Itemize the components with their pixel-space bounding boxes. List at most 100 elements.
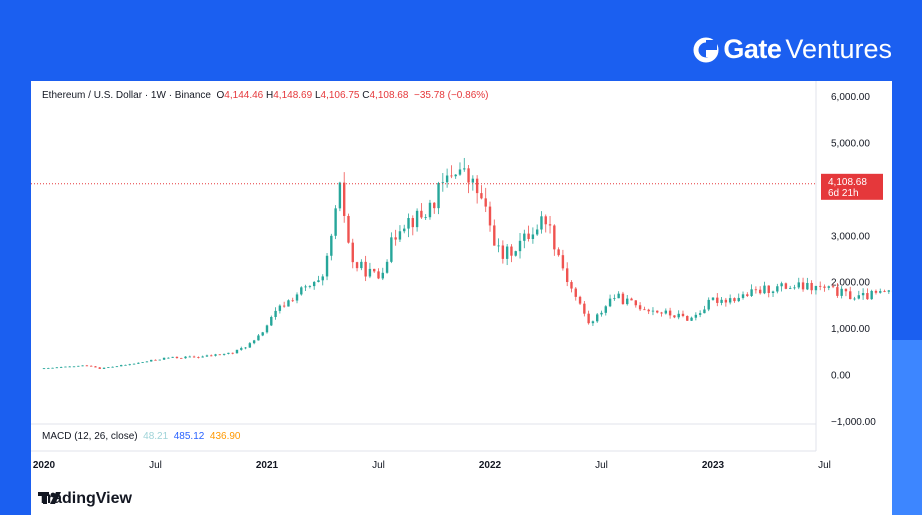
candle-body [501,245,505,259]
candle-body [681,313,685,316]
candle-body [716,297,719,303]
macd-value-3: 436.90 [209,431,241,442]
candle-body [420,210,423,218]
candle-body [583,303,586,314]
candle-body [771,291,775,293]
candle-body [544,216,547,225]
high-label: H [266,90,274,101]
candle-body [428,202,432,218]
candle-body [514,251,517,256]
candle-body [677,313,680,318]
candle-body [703,309,706,314]
candle-body [197,357,200,358]
candle-body [210,355,213,357]
candle-body [85,365,89,367]
candle-body [600,312,603,315]
candle-body [827,286,830,288]
candle-body [115,366,119,368]
candle-body [647,309,650,312]
candle-body [141,362,144,364]
candle-body [531,234,535,239]
candle-body [214,354,217,356]
candle-body [304,286,307,288]
candle-body [707,299,710,310]
candle-body [608,298,612,307]
candle-body [282,305,286,307]
x-tick-label: Jul [149,460,162,471]
candle-body [857,295,861,299]
candle-body [660,312,663,314]
candle-body [613,298,616,300]
candle-body [98,367,101,369]
candle-body [626,298,629,305]
candle-body [450,175,453,177]
chart-panel[interactable]: 6,000.005,000.004,000.003,000.002,000.00… [31,81,892,515]
candle-body [415,210,419,228]
candle-body [518,240,522,252]
price-chart[interactable]: 6,000.005,000.004,000.003,000.002,000.00… [31,81,892,515]
candle-body [360,261,363,269]
candle-body [711,297,715,300]
candle-body [111,366,114,368]
candle-body [831,286,835,288]
candle-body [124,364,127,366]
open-value: 4,144.46 [224,90,264,101]
candle-body [836,287,839,296]
candle-body [844,288,848,292]
candle-body [467,168,470,183]
candle-body [192,356,196,358]
candle-body [373,268,376,272]
macd-value-1: 48.21 [143,431,169,442]
candle-body [188,356,192,358]
candle-body [488,206,492,226]
candle-body [59,367,63,368]
close-label: C [362,90,370,101]
brand-name-bold: Gate [723,34,782,64]
gate-logo-icon [693,37,719,62]
candle-body [484,198,487,207]
candle-body [300,287,303,295]
candle-body [94,366,97,368]
candle-body [227,352,230,354]
candle-body [102,367,106,369]
candle-body [557,249,560,256]
candle-body [218,354,222,356]
candle-body [68,366,71,368]
candle-body [475,178,479,194]
candle-body [840,288,843,296]
candle-body [72,366,76,368]
candle-body [338,182,342,209]
candle-body [505,246,509,259]
x-tick-label: Jul [595,460,608,471]
candle-body [257,335,260,341]
candle-body [750,289,753,296]
candle-body [137,362,140,364]
candle-body [334,208,337,236]
candle-body [634,300,638,306]
close-value: 4,108.68 [369,90,409,101]
x-tick-label: 2022 [479,460,502,471]
candle-body [454,174,457,177]
macd-label: MACD (12, 26, close) [42,431,138,442]
candle-body [342,182,346,216]
candle-body [621,293,625,305]
candle-body [591,321,595,324]
candle-body [325,255,329,277]
chart-header: Ethereum / U.S. Dollar · 1W · Binance O4… [42,90,488,101]
candle-body [656,310,659,313]
x-tick-label: 2021 [256,460,279,471]
candle-body [248,343,252,348]
candle-body [171,356,174,358]
candle-body [270,316,273,326]
y-tick-label: 3,000.00 [831,231,870,242]
candle-body [231,352,234,354]
candle-body [780,283,783,287]
candle-body [471,178,475,183]
candle-body [737,297,740,302]
candle-body [64,366,67,368]
price-label-countdown: 6d 21h [828,188,859,199]
candle-body [561,255,565,269]
candle-body [866,293,869,300]
candle-body [244,347,247,349]
candle-body [887,290,891,292]
